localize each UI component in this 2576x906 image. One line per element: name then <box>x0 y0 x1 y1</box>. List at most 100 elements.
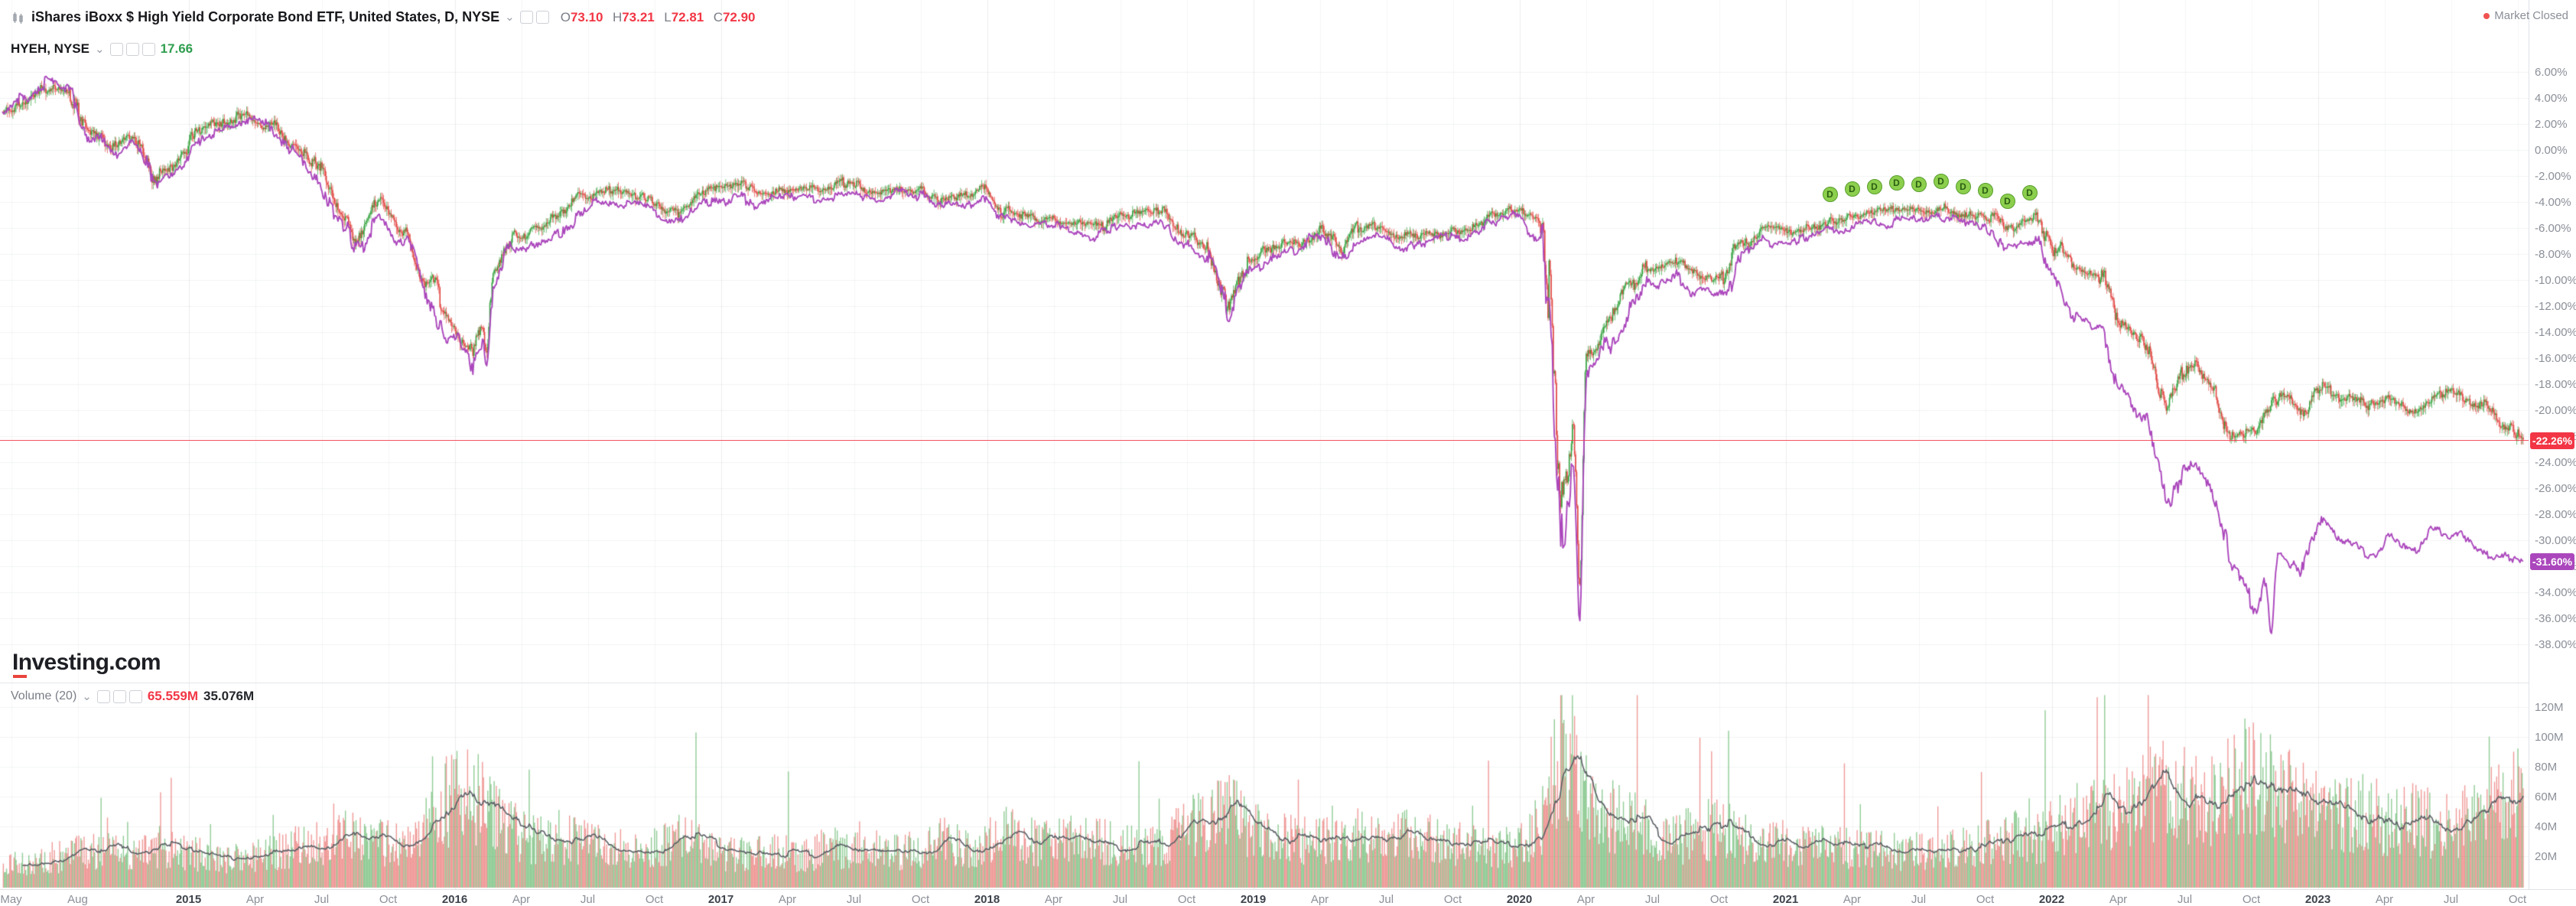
time-axis-month-label: Oct <box>1177 893 1196 906</box>
time-axis-month-label: Apr <box>1576 893 1595 906</box>
eye-icon[interactable] <box>96 689 110 703</box>
time-axis-month-label: Apr <box>2375 893 2394 906</box>
price-volume-canvas[interactable] <box>0 0 2529 889</box>
time-axis-month-label: Apr <box>1843 893 1862 906</box>
price-axis-label: 6.00% <box>2535 66 2568 80</box>
time-axis-month-label: Apr <box>778 893 797 906</box>
price-axis-label: -28.00% <box>2535 508 2576 522</box>
time-axis-month-label: Jul <box>1644 893 1660 906</box>
dividend-marker[interactable]: D <box>1844 181 1860 197</box>
price-axis-label: -8.00% <box>2535 248 2571 262</box>
time-axis-month-label: Oct <box>1709 893 1729 906</box>
dividend-marker[interactable]: D <box>2021 185 2038 201</box>
time-axis-month-label: Apr <box>1310 893 1329 906</box>
time-axis-year-label: 2015 <box>175 893 202 906</box>
chevron-down-icon[interactable]: ⌄ <box>82 689 92 703</box>
time-axis-year-label: 2017 <box>707 893 734 906</box>
price-axis-label: -26.00% <box>2535 482 2576 496</box>
time-axis-month-label: Jul <box>1112 893 1128 906</box>
settings-icon[interactable] <box>535 11 549 24</box>
eye-icon[interactable] <box>519 11 533 24</box>
symbol-title[interactable]: iShares iBoxx $ High Yield Corporate Bon… <box>31 9 500 24</box>
dividend-marker[interactable]: D <box>1955 178 1971 194</box>
dividend-marker[interactable]: D <box>1933 174 1949 190</box>
time-axis-year-label: 2020 <box>1506 893 1533 906</box>
dividend-marker[interactable]: D <box>1911 176 1927 192</box>
time-axis-month-label: Oct <box>1976 893 1995 906</box>
eye-icon[interactable] <box>109 42 123 56</box>
price-axis-label: -10.00% <box>2535 274 2576 288</box>
time-axis-year-label: 2021 <box>1772 893 1799 906</box>
price-axis[interactable]: -22.26% -31.60% 6.00% 4.00% 2.00% 0.00% -2.0… <box>2529 0 2576 889</box>
time-axis-month-label: Oct <box>1443 893 1462 906</box>
settings-icon[interactable] <box>112 689 126 703</box>
volume-ma-value: 35.076M <box>203 689 255 703</box>
price-axis-label: -6.00% <box>2535 222 2571 236</box>
volume-legend[interactable]: Volume (20) ⌄ 65.559M 35.076M <box>11 689 254 704</box>
price-axis-label: -18.00% <box>2535 378 2576 392</box>
legend-action-icons[interactable] <box>519 11 549 24</box>
time-axis-month-label: Jul <box>1378 893 1394 906</box>
market-status: Market Closed <box>2483 9 2568 22</box>
market-status-dot-icon <box>2483 12 2490 19</box>
legend-action-icons[interactable] <box>109 42 155 56</box>
time-axis-month-label: Jul <box>1911 893 1927 906</box>
price-axis-label: 4.00% <box>2535 92 2568 106</box>
symbol-legend[interactable]: iShares iBoxx $ High Yield Corporate Bon… <box>11 9 756 25</box>
time-axis[interactable]: May Aug 2015 Apr Jul Oct 2016 Apr Jul Oct 2017 Apr J… <box>0 889 2576 906</box>
price-axis-label: -30.00% <box>2535 534 2576 548</box>
dividend-marker[interactable]: D <box>1999 193 2015 209</box>
chevron-down-icon[interactable]: ⌄ <box>505 11 515 24</box>
price-axis-label: -38.00% <box>2535 638 2576 652</box>
price-axis-label: -36.00% <box>2535 612 2576 626</box>
time-axis-month-label: Apr <box>2109 893 2128 906</box>
close-icon[interactable] <box>141 42 155 56</box>
chart-type-icon <box>11 10 26 25</box>
time-axis-month-label: Oct <box>2242 893 2261 906</box>
volume-axis-label: 60M <box>2535 790 2558 803</box>
time-axis-year-label: 2022 <box>2038 893 2065 906</box>
time-axis-month-label: Jul <box>314 893 330 906</box>
time-axis-month-label: Jul <box>2443 893 2459 906</box>
time-axis-month-label: Oct <box>379 893 398 906</box>
dividend-marker[interactable]: D <box>1888 174 1904 191</box>
logo-accent-mark <box>13 675 27 678</box>
compare-symbol-name[interactable]: HYEH, NYSE <box>11 41 89 56</box>
logo-suffix: .com <box>109 650 161 675</box>
legend-action-icons[interactable] <box>96 689 142 703</box>
investing-logo: Investing.com <box>12 650 161 676</box>
open-value: 73.10 <box>570 9 603 24</box>
compare-legend[interactable]: HYEH, NYSE ⌄ 17.66 <box>11 41 193 57</box>
price-axis-label: -34.00% <box>2535 586 2576 600</box>
time-axis-month-label: Jul <box>846 893 862 906</box>
time-axis-month-label: Oct <box>911 893 930 906</box>
price-axis-label: -4.00% <box>2535 196 2571 210</box>
last-price-line <box>0 440 2529 441</box>
dividend-marker[interactable]: D <box>1866 178 1882 194</box>
compare-value: 17.66 <box>160 41 194 56</box>
time-axis-month-label: Aug <box>67 893 88 906</box>
last-price-badge: -22.26% <box>2530 432 2574 449</box>
close-value: 72.90 <box>722 9 756 24</box>
volume-axis-label: 20M <box>2535 850 2558 863</box>
logo-text: Investing <box>12 650 109 675</box>
dividend-marker[interactable]: D <box>1822 187 1838 203</box>
time-axis-year-label: 2019 <box>1240 893 1267 906</box>
ohlc-values: O73.10 H73.21 L72.81 C72.90 <box>555 10 756 25</box>
volume-axis-label: 100M <box>2535 731 2564 744</box>
chevron-down-icon[interactable]: ⌄ <box>94 42 105 56</box>
price-axis-label: 2.00% <box>2535 118 2568 132</box>
high-label: H <box>612 9 623 24</box>
time-axis-month-label: Apr <box>512 893 531 906</box>
dividend-marker[interactable]: D <box>1977 183 1993 199</box>
open-label: O <box>560 9 571 24</box>
settings-icon[interactable] <box>125 42 139 56</box>
price-axis-label: 0.00% <box>2535 144 2568 158</box>
volume-label[interactable]: Volume (20) <box>11 689 77 702</box>
close-label: C <box>713 9 723 24</box>
close-icon[interactable] <box>128 689 142 703</box>
time-axis-month-label: Oct <box>645 893 664 906</box>
market-status-text: Market Closed <box>2494 9 2568 22</box>
price-axis-label: -12.00% <box>2535 300 2576 314</box>
